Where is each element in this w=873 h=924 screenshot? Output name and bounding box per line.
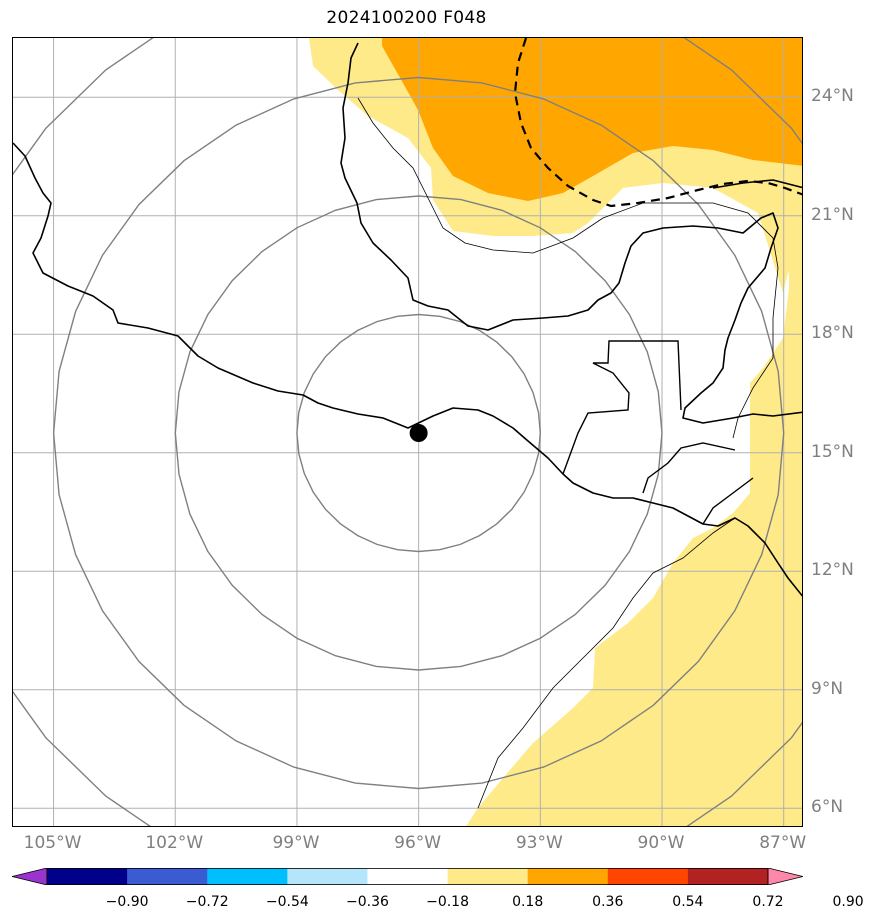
colorbar-segment (447, 868, 529, 885)
pacific-coastline (13, 142, 802, 597)
longitude-label: 105°W (23, 833, 82, 853)
colorbar-tick-label: 0.18 (512, 894, 544, 910)
latitude-label: 9°N (811, 678, 844, 699)
pacific-contour (477, 517, 736, 809)
thin-contour-lines (357, 97, 779, 809)
colorbar-segment (127, 868, 208, 885)
colorbar-segment (527, 868, 609, 885)
gulf-orange-region (382, 38, 802, 201)
latitude-label: 21°N (811, 204, 854, 225)
storm-center-marker (409, 424, 428, 442)
latitude-label: 24°N (811, 86, 854, 107)
honduras-nicaragua-border (702, 477, 754, 525)
latitude-label: 12°N (811, 560, 854, 581)
latitude-label: 18°N (811, 323, 854, 344)
latitude-label: 15°N (811, 441, 854, 462)
range-ring (174, 195, 663, 671)
gridlines (13, 38, 802, 826)
map-panel (12, 37, 803, 827)
colorbar-segment (367, 868, 449, 885)
colorbar-segment (687, 868, 769, 885)
range-ring (52, 76, 785, 790)
range-ring (296, 313, 542, 553)
latitude-label: 6°N (811, 797, 844, 818)
colorbar (12, 868, 803, 885)
colorbar-outline (46, 868, 769, 885)
longitude-label: 87°W (759, 833, 807, 853)
colorbar-tick-label: 0.36 (592, 894, 624, 910)
colorbar-tick-label: 0.54 (672, 894, 704, 910)
colorbar-tick-label: −0.72 (185, 894, 229, 910)
colorbar-segment (47, 868, 128, 885)
colorbar-extend-low (12, 868, 48, 885)
gulf-contour (357, 97, 779, 439)
colorbar-segment (207, 868, 288, 885)
colorbar-tick-label: −0.36 (345, 894, 389, 910)
colorbar-tick-label: −0.18 (426, 894, 469, 910)
longitude-label: 96°W (394, 833, 442, 853)
longitude-label: 102°W (145, 833, 204, 853)
guatemala-honduras-border (642, 442, 736, 494)
gulf-coastline (340, 42, 802, 424)
caribbean-pacific-yellow-region (466, 239, 802, 826)
colorbar-tick-label: −0.54 (265, 894, 309, 910)
longitude-label: 93°W (515, 833, 563, 853)
longitude-label: 90°W (637, 833, 685, 853)
colorbar-extend-high (767, 868, 803, 885)
shaded-regions (309, 38, 802, 826)
dashed-contour (513, 38, 802, 208)
colorbar-tick-label: 0.90 (832, 894, 864, 910)
longitude-label: 99°W (272, 833, 320, 853)
colorbar-segment (607, 868, 689, 885)
colorbar-segment (287, 868, 368, 885)
range-rings (13, 38, 802, 826)
map-title: 2024100200 F048 (326, 8, 487, 28)
colorbar-tick-label: −0.90 (105, 894, 149, 910)
mexico-guatemala-border (562, 340, 682, 475)
colorbar-tick-label: 0.72 (752, 894, 784, 910)
political-borders (562, 340, 754, 525)
